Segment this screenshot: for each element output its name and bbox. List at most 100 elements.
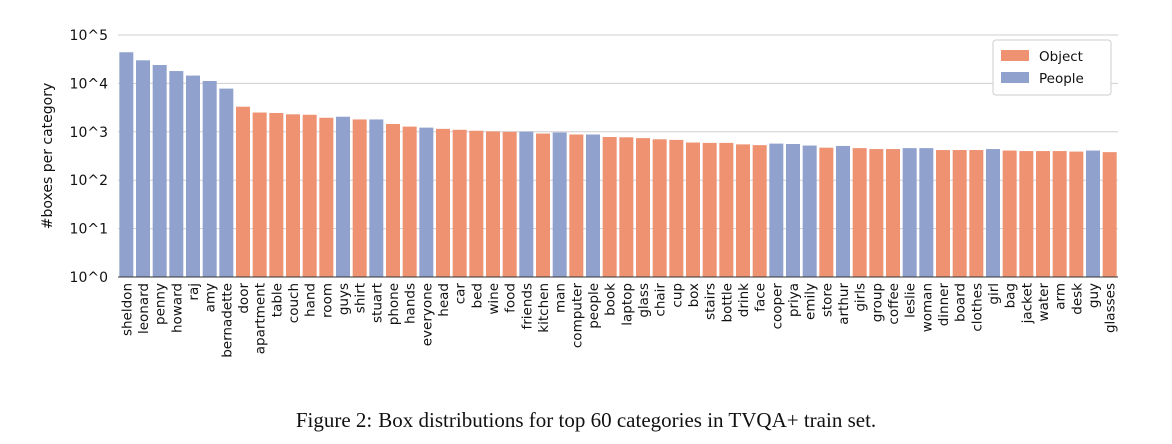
bar-couch: [286, 114, 300, 277]
bar-laptop: [619, 137, 634, 277]
bar-face: [752, 145, 767, 277]
bar-desk: [1069, 151, 1084, 277]
x-tick-label: box: [686, 283, 702, 307]
x-tick-label: computer: [569, 283, 585, 349]
x-tick-label: bernadette: [219, 283, 235, 358]
bar-hand: [302, 114, 317, 277]
x-tick-label: phone: [386, 283, 402, 325]
bar-kitchen: [536, 133, 550, 277]
bar-arthur: [836, 145, 850, 277]
bar-priya: [786, 143, 800, 277]
figure-caption: Figure 2: Box distributions for top 60 ca…: [0, 408, 1172, 433]
bar-cooper: [769, 143, 784, 277]
x-tick-label: emily: [803, 283, 819, 320]
bar-glass: [636, 138, 650, 277]
bar-bottle: [719, 142, 734, 277]
bar-cup: [669, 139, 684, 277]
bar-wine: [486, 131, 500, 277]
bar-arm: [1052, 151, 1067, 277]
bar-hands: [402, 126, 417, 277]
x-tick-label: cup: [669, 283, 685, 308]
x-tick-label: book: [603, 283, 619, 316]
bar-girls: [852, 148, 867, 277]
x-tick-label: board: [953, 283, 969, 322]
bar-emily: [802, 145, 817, 277]
bar-water: [1036, 151, 1050, 277]
x-tick-label: dinner: [936, 283, 952, 327]
bar-everyone: [419, 127, 434, 278]
x-tick-label: arm: [1053, 283, 1069, 310]
bar-stairs: [702, 142, 717, 277]
bar-store: [819, 147, 834, 277]
bar-stuart: [369, 119, 384, 277]
bar-drink: [736, 144, 750, 277]
x-tick-label: apartment: [253, 283, 269, 354]
x-tick-label: bottle: [719, 283, 735, 322]
bar-layer: [119, 52, 1117, 278]
legend-label-people: People: [1039, 71, 1084, 87]
bar-glasses: [1102, 152, 1117, 277]
bar-bag: [1002, 150, 1017, 277]
x-tick-label: sheldon: [119, 283, 135, 336]
x-tick-label: room: [319, 283, 335, 318]
bar-dinner: [936, 150, 950, 277]
figure-label: Figure 2:: [295, 408, 373, 432]
x-tick-label: wine: [486, 283, 502, 315]
bar-guys: [336, 116, 350, 277]
bar-food: [502, 131, 517, 277]
x-tick-label: water: [1036, 283, 1052, 322]
bar-phone: [386, 123, 400, 277]
legend-label-object: Object: [1039, 49, 1083, 65]
x-tick-label: people: [586, 283, 602, 329]
bar-woman: [919, 148, 934, 277]
x-tick-labels: sheldon leonard penny howard raj amy bernadett…: [119, 283, 1118, 358]
x-tick-label: head: [436, 283, 452, 317]
y-tick-label: 10^3: [70, 125, 108, 141]
bar-box: [686, 142, 700, 277]
x-tick-label: food: [503, 283, 519, 313]
y-tick-label: 10^2: [70, 173, 108, 189]
bar-raj: [186, 75, 200, 278]
x-tick-label: leonard: [136, 283, 152, 334]
y-tick-label: 10^4: [70, 76, 109, 92]
x-tick-label: guy: [1086, 283, 1102, 308]
x-tick-label: table: [269, 283, 285, 317]
x-tick-label: girls: [853, 283, 869, 312]
x-tick-label: amy: [203, 283, 219, 312]
x-tick-label: cooper: [769, 283, 785, 330]
bar-chart: 10^010^110^210^310^410^5 sheldon leonard p…: [40, 28, 1119, 358]
bar-apartment: [252, 112, 267, 277]
x-tick-label: leslie: [903, 283, 919, 318]
x-tick-label: desk: [1069, 283, 1085, 315]
y-tick-label: 10^0: [70, 270, 108, 286]
x-tick-label: penny: [153, 283, 169, 325]
x-tick-label: hand: [303, 283, 319, 317]
y-tick-label: 10^1: [70, 222, 108, 238]
x-tick-label: raj: [186, 283, 202, 301]
bar-shirt: [352, 119, 367, 277]
bar-bernadette: [219, 88, 234, 277]
bar-leonard: [136, 60, 150, 278]
x-tick-label: howard: [169, 283, 185, 333]
bar-people: [586, 134, 600, 277]
bar-friends: [519, 131, 534, 277]
bar-head: [436, 128, 450, 277]
x-tick-label: face: [753, 283, 769, 312]
x-tick-label: arthur: [836, 283, 852, 325]
x-tick-label: door: [236, 283, 252, 314]
bar-group: [869, 149, 884, 277]
legend: Object People: [992, 39, 1112, 96]
bar-chair: [652, 139, 667, 277]
bar-amy: [202, 81, 217, 277]
x-tick-label: car: [453, 283, 469, 305]
bar-jacket: [1019, 151, 1034, 277]
x-tick-label: man: [553, 283, 569, 313]
bar-leslie: [902, 148, 917, 277]
x-tick-label: bag: [1003, 283, 1019, 308]
bar-clothes: [969, 150, 984, 277]
caption-text: Box distributions for top 60 categories …: [378, 408, 877, 432]
x-tick-label: drink: [736, 283, 752, 317]
x-tick-label: laptop: [619, 283, 635, 326]
x-tick-label: guys: [336, 283, 352, 315]
x-tick-label: couch: [286, 283, 302, 323]
